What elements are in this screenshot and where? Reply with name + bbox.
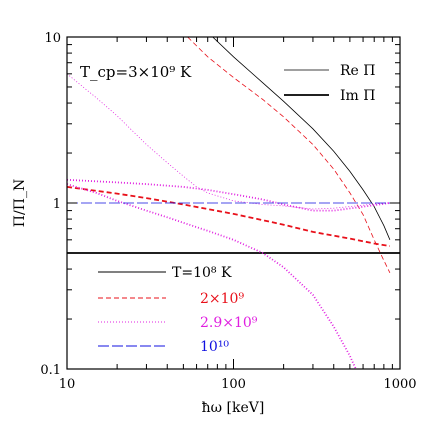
legend-re-label: Re Π	[340, 63, 376, 79]
x-tick-label: 1000	[383, 377, 416, 392]
series-line-3	[67, 186, 391, 247]
ticks-layer	[66, 37, 400, 370]
labels-layer: 10 100 1000 0.1 1 10	[40, 31, 416, 392]
series-line-4	[67, 73, 393, 210]
y-tick-label: 10	[44, 31, 61, 46]
x-tick-label: 10	[59, 377, 76, 392]
y-tick-label: 0.1	[40, 363, 61, 378]
temperature-annotation: T_cp=3×10⁹ K	[80, 63, 192, 81]
series-line-0	[212, 37, 391, 240]
style-legend: Re Π Im Π	[284, 63, 376, 104]
x-tick-label: 100	[221, 377, 246, 392]
legend-t1e10-label: 10¹⁰	[200, 339, 229, 355]
y-axis-title: Π/Π_N	[12, 179, 28, 227]
legend-im-label: Im Π	[340, 88, 375, 104]
series-line-6	[67, 178, 391, 212]
legend-t29e9-label: 2.9×10⁹	[200, 315, 258, 331]
series-layer	[67, 37, 400, 369]
legend-t2e9-label: 2×10⁹	[200, 291, 244, 307]
legend-t1e8-label: T=10⁸ K	[172, 265, 232, 281]
x-axis-title: ħω [keV]	[202, 400, 265, 416]
y-tick-label: 1	[53, 197, 61, 212]
series-legend: T=10⁸ K 2×10⁹ 2.9×10⁹ 10¹⁰	[98, 265, 258, 355]
